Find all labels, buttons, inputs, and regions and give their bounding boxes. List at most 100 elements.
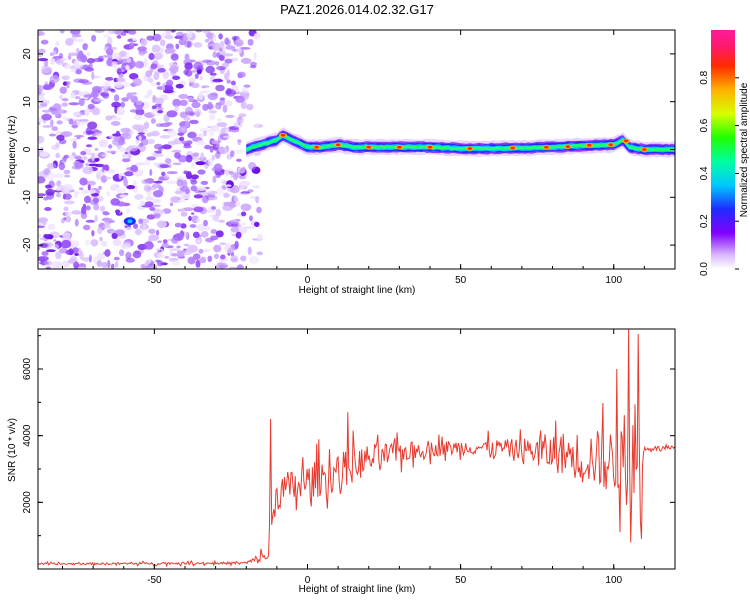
noise-speckle (66, 84, 70, 89)
noise-speckle (185, 111, 196, 116)
spectrogram-y-tick-label: -20 (22, 237, 33, 252)
noise-speckle (126, 207, 131, 214)
noise-speckle (74, 162, 83, 169)
colorbar-tick-label: 0.6 (699, 118, 710, 132)
noise-speckle (104, 176, 112, 180)
noise-speckle (216, 187, 225, 196)
noise-speckle (170, 53, 179, 61)
noise-speckle (129, 73, 139, 80)
noise-speckle (124, 171, 134, 177)
noise-speckle (79, 252, 84, 260)
noise-speckle (211, 206, 216, 210)
noise-speckle (127, 219, 133, 224)
noise-speckle (116, 68, 122, 75)
noise-speckle (161, 171, 166, 177)
noise-speckle (78, 79, 89, 84)
noise-speckle (156, 220, 167, 229)
noise-speckle (239, 175, 247, 180)
noise-speckle (170, 30, 176, 33)
noise-speckle (89, 189, 96, 194)
ridge-hotspot-core (335, 143, 341, 147)
noise-speckle (183, 116, 191, 121)
noise-speckle (207, 158, 214, 166)
noise-speckle (68, 102, 80, 106)
spectrogram-x-tick-label: -50 (147, 275, 162, 286)
snr-panel: -50 0 50 100 2000 4000 6000 Height of straight… (7, 328, 676, 595)
noise-speckle (247, 246, 252, 255)
noise-speckle (64, 211, 72, 217)
noise-speckle (102, 82, 109, 89)
noise-speckle (134, 194, 144, 200)
noise-speckle (239, 47, 251, 50)
noise-speckle (191, 161, 196, 169)
noise-speckle (73, 111, 84, 117)
noise-speckle (112, 52, 120, 60)
noise-speckle (56, 134, 65, 141)
noise-speckle (193, 194, 203, 199)
spectrogram-y-label: Frequency (Hz) (7, 116, 18, 185)
noise-speckle (233, 149, 244, 154)
noise-speckle (55, 181, 60, 187)
snr-content (38, 329, 675, 568)
noise-speckle (239, 180, 251, 187)
noise-speckle (151, 44, 161, 53)
noise-speckle (91, 90, 98, 99)
noise-speckle (148, 234, 160, 241)
noise-speckle (161, 85, 165, 91)
noise-speckle (188, 215, 192, 222)
noise-speckle (87, 184, 91, 191)
noise-speckle (195, 161, 206, 166)
ridge-hotspot-core (510, 146, 515, 150)
noise-speckle (121, 32, 127, 36)
snr-series-line (38, 329, 675, 568)
noise-speckle (230, 80, 236, 86)
noise-speckle (138, 135, 142, 141)
noise-speckle (166, 110, 178, 118)
noise-speckle (233, 172, 239, 181)
noise-speckle (111, 61, 118, 68)
noise-speckle (183, 69, 189, 76)
noise-speckle (148, 258, 152, 264)
noise-speckle (119, 249, 125, 257)
noise-speckle (107, 169, 116, 174)
noise-speckle (237, 141, 241, 146)
noise-speckle (230, 226, 239, 233)
noise-speckle (164, 47, 176, 54)
noise-speckle (50, 119, 54, 127)
noise-speckle (223, 192, 230, 199)
noise-speckle (88, 163, 99, 167)
noise-speckle (56, 59, 64, 65)
noise-speckle (102, 211, 109, 215)
spectrogram-content (38, 30, 675, 269)
noise-speckle (118, 50, 127, 58)
noise-speckle (252, 185, 260, 189)
noise-speckle (121, 132, 130, 137)
noise-speckle (114, 229, 125, 236)
noise-speckle (73, 190, 81, 195)
noise-speckle (247, 38, 254, 46)
noise-speckle (74, 253, 79, 256)
noise-speckle-field (38, 30, 264, 269)
noise-speckle (214, 61, 220, 66)
noise-speckle (185, 154, 193, 163)
noise-speckle (191, 101, 201, 109)
noise-speckle (74, 96, 81, 100)
colorbar-tick-label: 0.4 (699, 166, 710, 180)
noise-speckle (76, 53, 87, 62)
noise-speckle (91, 107, 101, 116)
noise-speckle (209, 72, 217, 76)
noise-speckle (166, 79, 174, 87)
noise-speckle (253, 32, 261, 40)
noise-speckle (190, 185, 198, 192)
ridge-hotspot-core (623, 139, 629, 143)
noise-speckle (47, 223, 56, 231)
spectrogram-y-tick-label: 20 (22, 48, 33, 60)
noise-speckle (199, 257, 207, 264)
noise-speckle (171, 260, 181, 267)
noise-speckle (171, 149, 182, 153)
noise-speckle (135, 124, 145, 133)
noise-speckle (130, 164, 139, 173)
noise-speckle (44, 184, 52, 189)
noise-speckle (148, 77, 154, 83)
noise-speckle (45, 266, 52, 269)
